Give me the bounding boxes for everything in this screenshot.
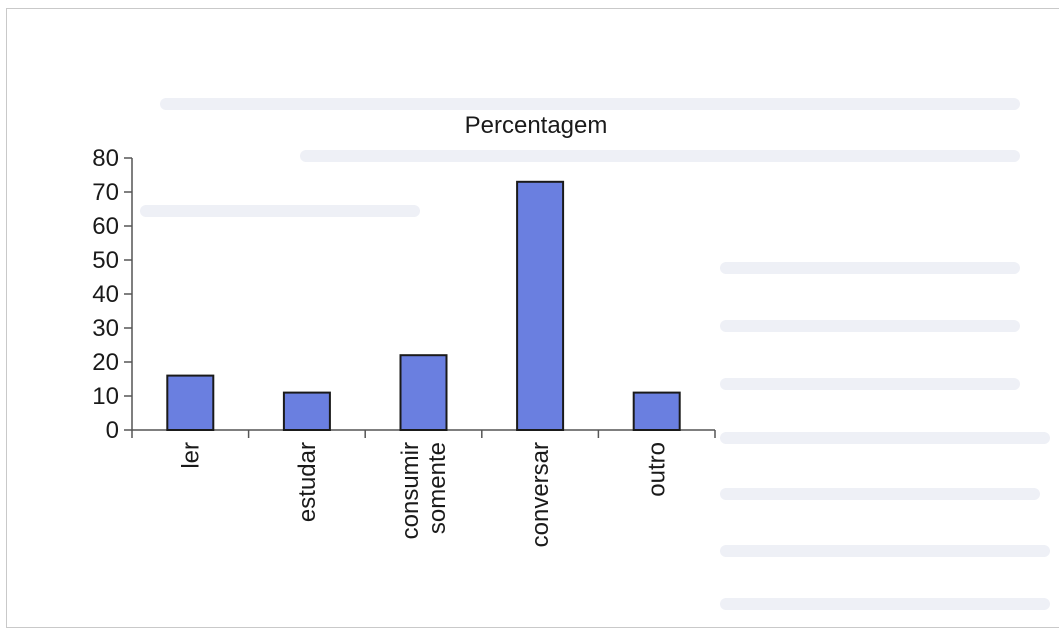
y-tick-labels: 0 10 20 30 40 50 60 70 80 (92, 145, 119, 444)
bar (516, 180, 565, 431)
y-tick-label: 10 (92, 383, 119, 410)
bar (632, 391, 681, 432)
chart-bars (166, 180, 681, 432)
y-tick-label: 80 (92, 145, 119, 172)
y-tick-label: 30 (92, 315, 119, 342)
chart-title: Percentagem (465, 112, 608, 139)
x-category-label: ler (177, 442, 204, 469)
x-category-label: estudar (294, 442, 321, 522)
bar (282, 391, 331, 432)
x-category-label: consumir (397, 442, 424, 539)
y-tick-label: 70 (92, 179, 119, 206)
x-category-label: somente (424, 442, 451, 534)
x-category-label: conversar (527, 442, 554, 547)
y-tick-label: 50 (92, 247, 119, 274)
chart-axes (124, 157, 716, 438)
y-tick-label: 20 (92, 349, 119, 376)
bar (399, 354, 448, 432)
y-tick-label: 40 (92, 281, 119, 308)
bar (166, 374, 215, 432)
x-category-label: outro (644, 442, 671, 497)
y-tick-label: 0 (106, 417, 119, 444)
y-tick-label: 60 (92, 213, 119, 240)
x-tick-labels: ler estudar consumir somente conversar outro (177, 442, 670, 547)
